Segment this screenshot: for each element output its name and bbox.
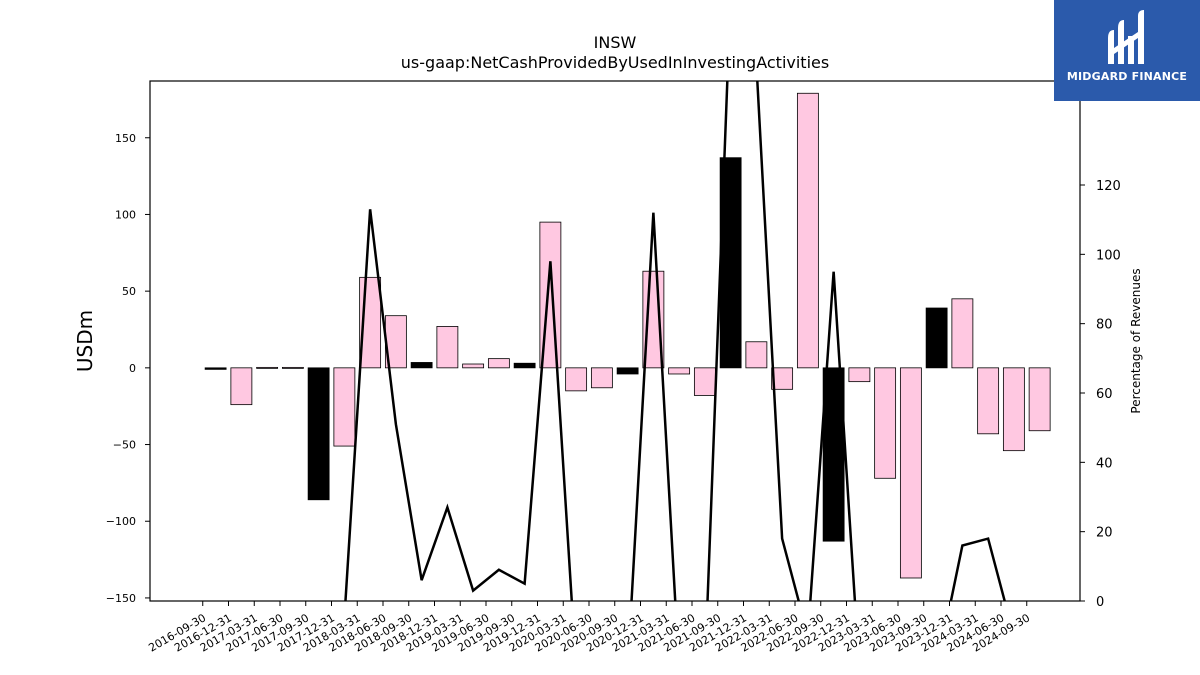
bar (281, 366, 304, 369)
y2-axis-label: Percentage of Revenues (1129, 268, 1143, 413)
bar (230, 367, 253, 406)
y-tick-label: 50 (122, 285, 136, 298)
y-tick-label: −100 (106, 515, 136, 528)
chart-title: INSW (594, 33, 637, 52)
bars-layer (204, 92, 1051, 579)
chart-subtitle: us-gaap:NetCashProvidedByUsedInInvesting… (401, 53, 829, 72)
bar (436, 326, 459, 369)
brand-mark-icon (1108, 10, 1144, 64)
y-tick-label: −150 (106, 592, 136, 605)
bar (951, 298, 974, 369)
y2-tick-label: 40 (1096, 456, 1113, 471)
brand-name: MIDGARD FINANCE (1066, 70, 1188, 83)
bar (333, 367, 356, 447)
bar (410, 362, 433, 369)
bar (745, 341, 768, 369)
bar (796, 92, 819, 369)
bar (307, 367, 330, 501)
bar (668, 367, 691, 375)
y2-tick-label: 60 (1096, 387, 1113, 402)
bar (256, 366, 279, 369)
line-layer (344, 81, 1006, 601)
bar (1028, 367, 1051, 432)
brand-logo: MIDGARD FINANCE (1054, 0, 1200, 101)
y-tick-label: −50 (113, 439, 136, 452)
bar (590, 367, 613, 389)
y2-tick-label: 120 (1096, 179, 1121, 194)
bar (487, 358, 510, 369)
bar (899, 367, 922, 579)
y-tick-label: 100 (115, 208, 136, 221)
y-tick-label: 0 (129, 362, 136, 375)
bar (513, 362, 536, 369)
bar (874, 367, 897, 479)
y-tick-label: 150 (115, 132, 136, 145)
bar (693, 367, 716, 396)
bar (925, 307, 948, 369)
y2-tick-label: 20 (1096, 526, 1113, 541)
bar (977, 367, 1000, 435)
y2-tick-label: 100 (1096, 248, 1121, 263)
y-axis-label: USDm (73, 310, 97, 372)
bar (848, 367, 871, 383)
bar (565, 367, 588, 392)
bar (1002, 367, 1025, 452)
bar (204, 367, 227, 370)
bar (462, 363, 485, 369)
bar (616, 367, 639, 375)
y2-tick-label: 0 (1096, 595, 1104, 610)
bar (771, 367, 794, 390)
bar (822, 367, 845, 542)
y2-tick-label: 80 (1096, 318, 1113, 333)
percentage-line (344, 81, 1006, 601)
